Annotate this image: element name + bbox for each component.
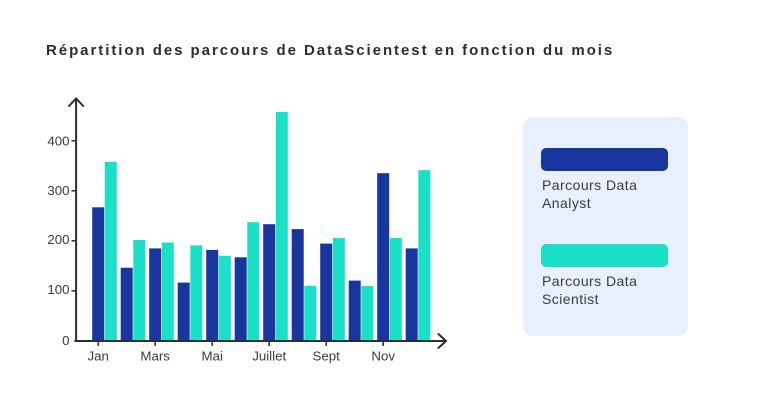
svg-text:200: 200 (47, 232, 69, 247)
svg-text:Juillet: Juillet (252, 349, 286, 364)
svg-text:Mars: Mars (140, 349, 170, 364)
svg-text:Jan: Jan (87, 349, 108, 364)
svg-text:100: 100 (47, 282, 69, 297)
svg-text:400: 400 (47, 134, 69, 149)
svg-text:300: 300 (47, 183, 69, 198)
svg-text:0: 0 (62, 333, 69, 348)
svg-text:Mai: Mai (201, 349, 222, 364)
svg-text:Sept: Sept (313, 349, 341, 364)
svg-text:Nov: Nov (371, 349, 395, 364)
